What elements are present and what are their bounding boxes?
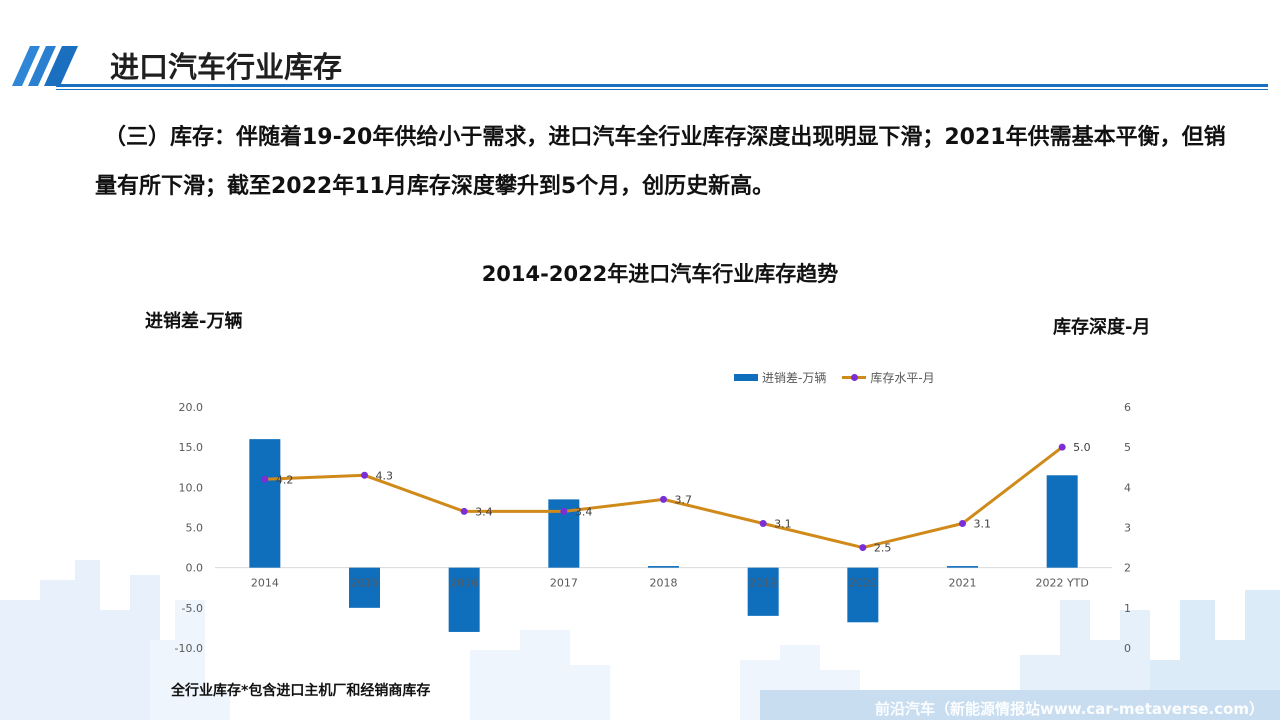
line-data-label: 2.5: [874, 542, 892, 555]
left-axis-title: 进销差-万辆: [145, 311, 243, 332]
line-data-label: 3.7: [675, 493, 693, 506]
y2-axis-tick-label: 4: [1124, 481, 1131, 494]
line-marker-2017: [560, 507, 568, 515]
y2-axis-tick-label: 0: [1124, 642, 1131, 655]
right-axis-title: 库存深度-月: [1053, 317, 1151, 338]
line-marker-2016: [460, 507, 468, 515]
line-data-label: 4.2: [276, 473, 294, 486]
bar-2015: [349, 567, 380, 608]
line-data-label: 3.1: [774, 517, 792, 530]
legend-label-bar: 进销差-万辆: [762, 371, 827, 385]
y2-axis-tick-label: 3: [1124, 522, 1131, 535]
bar-2018: [648, 566, 679, 568]
x-axis-tick-label: 2020: [849, 577, 877, 590]
bar-2016: [448, 567, 480, 632]
line-data-label: 3.4: [575, 505, 593, 518]
header-stripes-icon: [12, 46, 78, 86]
line-data-label: 3.4: [475, 505, 493, 518]
x-axis-tick-label: 2022 YTD: [1035, 577, 1088, 590]
y-axis-tick-label: 20.0: [179, 401, 204, 414]
x-axis-tick-label: 2014: [251, 577, 279, 590]
line-marker-2020: [859, 544, 867, 552]
line-marker-2019: [759, 519, 767, 527]
line-marker-2022 YTD: [1058, 443, 1066, 451]
x-axis-tick-label: 2019: [749, 577, 777, 590]
line-marker-2014: [261, 475, 269, 483]
y-axis-tick-label: 0.0: [186, 562, 204, 575]
line-data-label: 3.1: [974, 517, 992, 530]
line-data-label: 5.0: [1073, 441, 1091, 454]
summary-paragraph: （三）库存：伴随着19-20年供给小于需求，进口汽车全行业库存深度出现明显下滑；…: [95, 125, 1226, 199]
x-axis-tick-label: 2021: [949, 577, 977, 590]
y2-axis-tick-label: 2: [1124, 562, 1131, 575]
legend-label-line: 库存水平-月: [870, 371, 935, 385]
line-marker-2018: [660, 495, 667, 503]
line-marker-2021: [959, 519, 966, 527]
y-axis-tick-label: 10.0: [179, 481, 204, 494]
x-axis-tick-label: 2018: [650, 577, 678, 590]
x-axis-tick-label: 2015: [351, 577, 379, 590]
x-axis-tick-label: 2017: [550, 577, 578, 590]
x-axis-tick-label: 2016: [450, 577, 478, 590]
legend-item-line: 库存水平-月: [842, 369, 935, 386]
legend-bar-swatch: [734, 374, 758, 381]
y2-axis-tick-label: 5: [1124, 441, 1131, 454]
legend-item-bar: 进销差-万辆: [734, 369, 826, 386]
y-axis-tick-label: -5.0: [182, 602, 203, 615]
watermark: 前沿汽车（新能源情报站www.car-metaverse.com）: [874, 700, 1264, 718]
header-divider-thin: [56, 89, 1268, 90]
bar-2021: [947, 566, 978, 568]
bar-2020: [847, 567, 879, 623]
y-axis-tick-label: 5.0: [186, 522, 204, 535]
chart-legend: 进销差-万辆 库存水平-月: [734, 369, 935, 386]
bar-2019: [747, 567, 779, 616]
chart-title: 2014-2022年进口汽车行业库存趋势: [481, 262, 839, 286]
y2-axis-tick-label: 6: [1124, 401, 1131, 414]
y-axis-tick-label: 15.0: [179, 441, 204, 454]
legend-line-swatch: [842, 374, 867, 381]
y-axis-tick-label: -10.0: [175, 642, 203, 655]
bar-2022 YTD: [1046, 475, 1078, 568]
header-divider: [56, 84, 1268, 87]
y2-axis-tick-label: 1: [1124, 602, 1131, 615]
bar-2014: [249, 439, 281, 568]
line-marker-2015: [361, 471, 368, 479]
footnote: 全行业库存*包含进口主机厂和经销商库存: [171, 683, 431, 699]
line-data-label: 4.3: [376, 469, 394, 482]
page-title: 进口汽车行业库存: [110, 50, 343, 84]
